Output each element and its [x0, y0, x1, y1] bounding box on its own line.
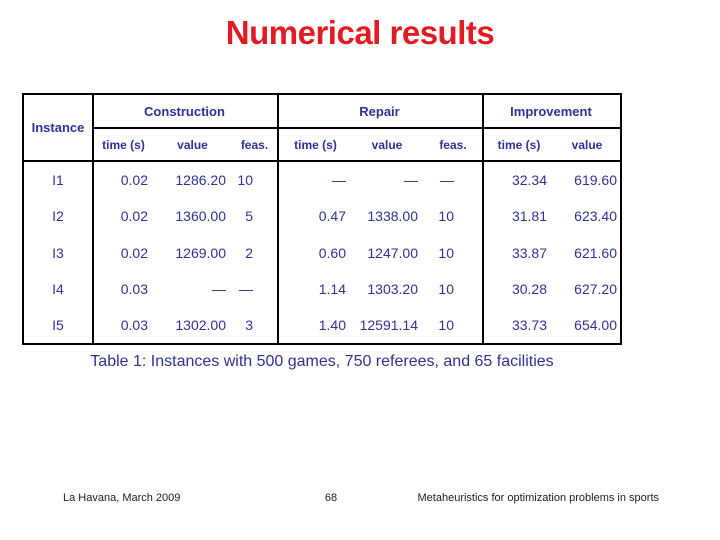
cell-improvement-time: 33.73 — [511, 316, 547, 333]
table-body: I1 0.02 1286.20 10 — — — 32.34 619.60 I2… — [24, 162, 620, 343]
cell-instance: I3 — [52, 244, 64, 261]
cell-improvement-value: 623.40 — [574, 208, 617, 225]
column-header-instance: Instance — [31, 120, 85, 135]
cell-repair-value: 12591.14 — [359, 316, 418, 333]
subheader-empty — [24, 129, 92, 160]
table-row: I1 0.02 1286.20 10 — — — 32.34 619.60 — [24, 162, 620, 198]
subheader-construction-value: value — [177, 137, 208, 152]
cell-repair-time: 0.47 — [318, 208, 346, 225]
footer-venue-date: La Havana, March 2009 — [63, 492, 181, 504]
cell-improvement-value: 627.20 — [574, 280, 617, 297]
cell-improvement-value: 654.00 — [574, 316, 617, 333]
cell-repair-value: 1247.00 — [367, 244, 418, 261]
cell-repair-time: — — [332, 172, 346, 189]
cell-construction-value: — — [212, 280, 226, 297]
cell-construction-value: 1269.00 — [175, 244, 226, 261]
cell-repair-feas: 10 — [438, 244, 454, 261]
page-number: 68 — [324, 492, 338, 504]
cell-improvement-time: 31.81 — [511, 208, 547, 225]
subheader-repair-time: time (s) — [294, 137, 337, 152]
table-divider-vertical — [482, 95, 484, 343]
cell-repair-value: — — [404, 172, 418, 189]
cell-construction-time: 0.02 — [120, 244, 148, 261]
subheader-construction-time: time (s) — [102, 137, 145, 152]
table-row: I5 0.03 1302.00 3 1.40 12591.14 10 33.73… — [24, 307, 620, 343]
group-header-construction: Construction — [144, 103, 225, 119]
table-row: I4 0.03 — — 1.14 1303.20 10 30.28 627.20 — [24, 271, 620, 307]
subheader-construction-feas: feas. — [240, 137, 269, 152]
cell-repair-value: 1338.00 — [367, 208, 418, 225]
table-divider-vertical — [92, 95, 94, 343]
table-divider-vertical — [277, 95, 279, 343]
cell-instance: I1 — [52, 172, 64, 189]
results-table: Instance Construction Repair Improvement… — [22, 93, 622, 345]
cell-instance: I4 — [52, 280, 64, 297]
cell-construction-feas: — — [239, 280, 253, 297]
cell-construction-time: 0.02 — [120, 172, 148, 189]
table-caption: Table 1: Instances with 500 games, 750 r… — [90, 353, 554, 370]
cell-repair-time: 1.40 — [318, 316, 346, 333]
subheader-repair-value: value — [371, 137, 403, 152]
table-group-header-row: Construction Repair Improvement — [92, 95, 620, 129]
cell-repair-time: 0.60 — [318, 244, 346, 261]
slide-footer: La Havana, March 2009 68 Metaheuristics … — [0, 492, 720, 508]
group-header-repair: Repair — [359, 103, 400, 119]
cell-construction-time: 0.03 — [120, 280, 148, 297]
footer-presentation-title: Metaheuristics for optimization problems… — [417, 492, 659, 504]
cell-repair-feas: — — [440, 172, 454, 189]
cell-construction-value: 1302.00 — [175, 316, 226, 333]
cell-improvement-value: 621.60 — [574, 244, 617, 261]
cell-construction-feas: 3 — [245, 316, 253, 333]
cell-construction-feas: 10 — [237, 172, 253, 189]
subheader-repair-feas: feas. — [439, 137, 467, 152]
cell-construction-feas: 5 — [245, 208, 253, 225]
cell-improvement-time: 32.34 — [511, 172, 547, 189]
slide-title: Numerical results — [225, 14, 495, 51]
subheader-improvement-time: time (s) — [497, 137, 541, 152]
cell-construction-feas: 2 — [245, 244, 253, 261]
group-header-improvement: Improvement — [510, 103, 592, 119]
cell-repair-feas: 10 — [438, 208, 454, 225]
cell-improvement-time: 30.28 — [511, 280, 547, 297]
cell-repair-feas: 10 — [438, 316, 454, 333]
cell-construction-value: 1360.00 — [175, 208, 226, 225]
cell-construction-time: 0.02 — [120, 208, 148, 225]
cell-instance: I2 — [52, 208, 64, 225]
subheader-improvement-value: value — [571, 137, 603, 152]
cell-repair-value: 1303.20 — [367, 280, 418, 297]
table-row: I2 0.02 1360.00 5 0.47 1338.00 10 31.81 … — [24, 198, 620, 234]
cell-improvement-time: 33.87 — [511, 244, 547, 261]
cell-repair-feas: 10 — [438, 280, 454, 297]
cell-instance: I5 — [52, 316, 64, 333]
cell-improvement-value: 619.60 — [574, 172, 617, 189]
table-subheader-row: time (s) value feas. time (s) value feas… — [24, 129, 620, 162]
cell-construction-time: 0.03 — [120, 316, 148, 333]
cell-construction-value: 1286.20 — [175, 172, 226, 189]
cell-repair-time: 1.14 — [318, 280, 346, 297]
table-row: I3 0.02 1269.00 2 0.60 1247.00 10 33.87 … — [24, 234, 620, 270]
